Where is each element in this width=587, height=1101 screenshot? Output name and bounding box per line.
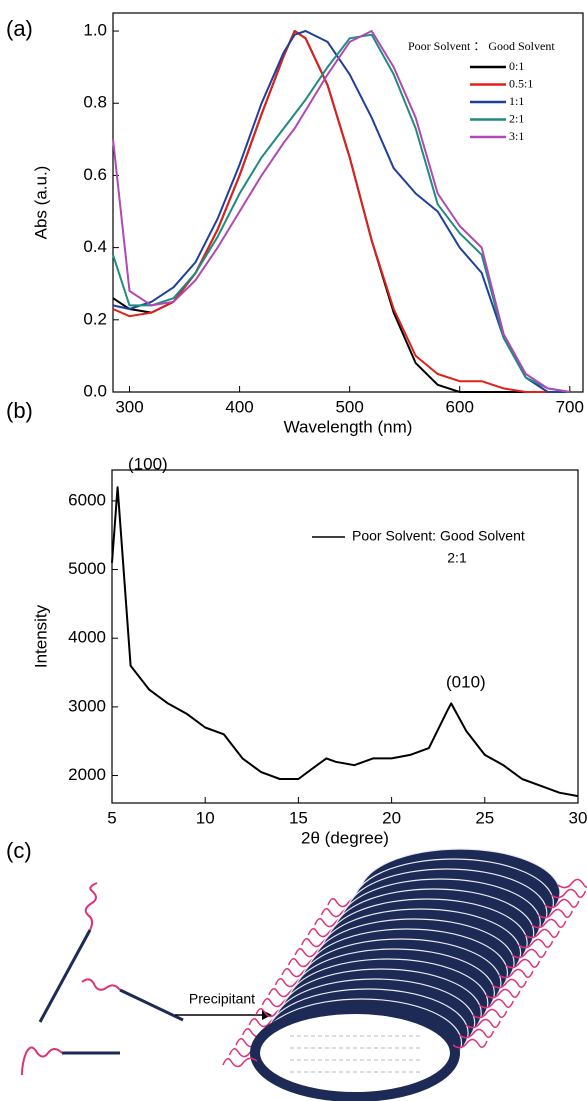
side-chain xyxy=(485,988,521,999)
side-chain xyxy=(550,888,587,899)
side-chain xyxy=(84,882,98,931)
y-axis-title: Abs (a.u.) xyxy=(31,166,50,240)
x-tick-label: 700 xyxy=(556,397,584,416)
side-chain xyxy=(557,878,587,889)
legend-label: 2:1 xyxy=(509,111,524,125)
y-tick-label: 5000 xyxy=(68,559,106,578)
side-chain xyxy=(81,978,121,991)
side-chain xyxy=(498,968,534,979)
chain-backbone xyxy=(119,988,184,1022)
y-tick-label: 0.6 xyxy=(83,165,107,184)
side-chain xyxy=(452,1038,488,1049)
side-chain xyxy=(222,1057,258,1068)
x-tick-label: 600 xyxy=(446,397,474,416)
y-tick-label: 0.2 xyxy=(83,309,107,328)
side-chain xyxy=(537,908,574,919)
side-chain xyxy=(544,898,580,909)
legend-label: 0.5:1 xyxy=(509,76,533,90)
x-tick-label: 10 xyxy=(196,808,215,827)
y-tick-label: 2000 xyxy=(68,765,106,784)
legend-label: 1:1 xyxy=(509,94,524,108)
y-tick-label: 3000 xyxy=(68,696,106,715)
x-tick-label: 20 xyxy=(382,808,401,827)
ring xyxy=(250,1004,460,1101)
side-chain xyxy=(511,948,547,959)
plot-frame xyxy=(111,469,579,804)
side-chain xyxy=(465,1018,501,1029)
panel-label: (b) xyxy=(6,398,33,423)
legend-title: Poor Solvent ： Good Solvent xyxy=(408,39,555,53)
y-tick-label: 4000 xyxy=(68,628,106,647)
x-tick-label: 25 xyxy=(475,808,494,827)
x-axis-title: 2θ (degree) xyxy=(301,828,389,847)
arrow-label: Precipitant xyxy=(189,991,255,1007)
panel-label: (a) xyxy=(6,16,33,41)
diagram: (c) Precipitant xyxy=(6,838,587,1101)
y-tick-label: 0.4 xyxy=(83,237,107,256)
x-axis-title: Wavelength (nm) xyxy=(284,417,413,436)
side-chain xyxy=(478,998,514,1009)
tube xyxy=(222,848,587,1101)
series-line xyxy=(112,30,570,393)
side-chain xyxy=(459,1028,495,1039)
series-line xyxy=(112,30,570,393)
panel-label: (c) xyxy=(6,838,32,863)
chain-backbone xyxy=(38,929,92,1023)
side-chain xyxy=(518,938,554,949)
x-tick-label: 30 xyxy=(569,808,587,827)
legend-label: Poor Solvent: Good Solvent xyxy=(352,528,525,544)
peak-label: (100) xyxy=(128,454,168,473)
x-tick-label: 300 xyxy=(115,397,143,416)
side-chain xyxy=(505,958,541,969)
peak-label: (010) xyxy=(446,672,486,691)
series-line xyxy=(111,486,579,798)
y-tick-label: 1.0 xyxy=(83,21,107,40)
y-tick-label: 0.8 xyxy=(83,93,107,112)
x-tick-label: 5 xyxy=(107,808,116,827)
x-tick-label: 400 xyxy=(225,397,253,416)
legend-label: 3:1 xyxy=(509,129,524,143)
y-tick-label: 0.0 xyxy=(83,381,107,400)
legend-subtitle: 2:1 xyxy=(447,550,467,566)
side-chain xyxy=(472,1008,508,1019)
series-line xyxy=(112,33,570,393)
side-chain xyxy=(491,978,528,989)
x-tick-label: 500 xyxy=(335,397,363,416)
side-chain xyxy=(524,928,560,939)
y-axis-title: Intensity xyxy=(31,604,50,668)
legend-label: 0:1 xyxy=(509,59,524,73)
plot-frame xyxy=(112,12,584,393)
side-chain xyxy=(21,1046,63,1076)
side-chain xyxy=(531,918,567,929)
x-tick-label: 15 xyxy=(289,808,308,827)
y-tick-label: 6000 xyxy=(68,490,106,509)
